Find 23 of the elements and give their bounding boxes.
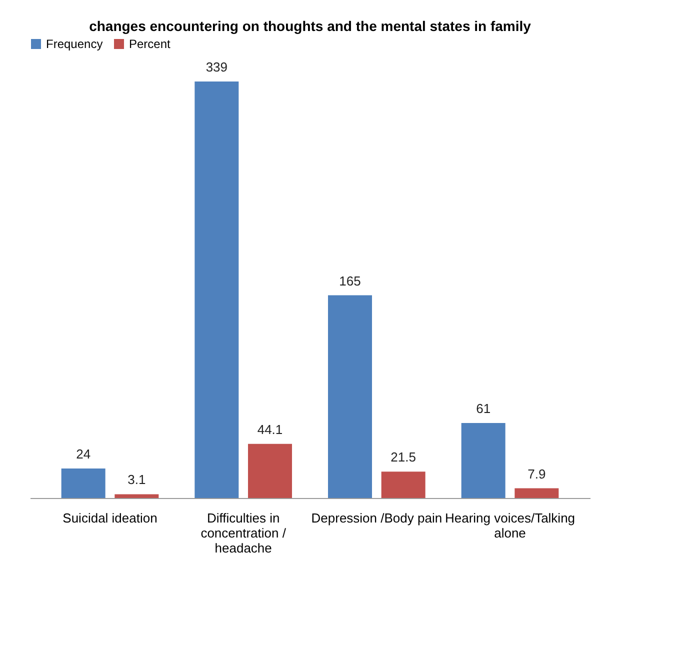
bar bbox=[114, 494, 159, 498]
data-label: 21.5 bbox=[390, 450, 416, 465]
legend-label: Percent bbox=[129, 37, 172, 51]
data-label: 24 bbox=[76, 446, 91, 462]
data-label: 7.9 bbox=[528, 466, 546, 482]
data-label: 44.1 bbox=[257, 422, 283, 437]
data-label: 3.1 bbox=[128, 472, 146, 488]
bar bbox=[328, 295, 372, 498]
bar bbox=[61, 468, 106, 498]
bar bbox=[248, 444, 292, 498]
chart-title: changes encountering on thoughts and the mental states in family bbox=[89, 18, 532, 34]
x-tick-label: Depression /Body pain bbox=[311, 510, 442, 526]
x-tick-label: Difficulties in concentration / headache bbox=[200, 510, 286, 556]
bar bbox=[461, 423, 506, 498]
data-label: 339 bbox=[206, 60, 228, 75]
legend-label: Frequency bbox=[46, 37, 103, 51]
bar bbox=[194, 82, 239, 498]
data-label: 61 bbox=[476, 401, 491, 416]
bar bbox=[381, 472, 426, 498]
data-label: 165 bbox=[339, 273, 361, 288]
bar bbox=[514, 488, 559, 498]
x-tick-label: Hearing voices/Talking alone bbox=[444, 510, 576, 540]
x-tick-label: Suicidal ideation bbox=[62, 510, 158, 526]
